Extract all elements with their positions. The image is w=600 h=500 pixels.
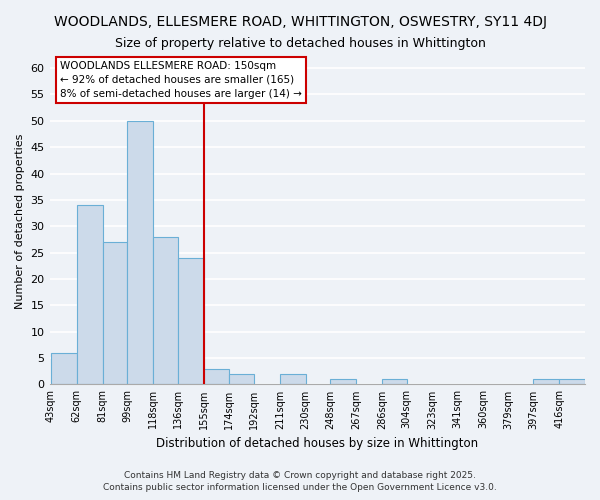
Bar — [153, 237, 178, 384]
Bar — [127, 121, 153, 384]
Bar — [559, 379, 585, 384]
Bar — [382, 379, 407, 384]
Text: Contains HM Land Registry data © Crown copyright and database right 2025.
Contai: Contains HM Land Registry data © Crown c… — [103, 471, 497, 492]
Bar — [229, 374, 254, 384]
Bar — [280, 374, 305, 384]
Bar — [330, 379, 356, 384]
Text: WOODLANDS, ELLESMERE ROAD, WHITTINGTON, OSWESTRY, SY11 4DJ: WOODLANDS, ELLESMERE ROAD, WHITTINGTON, … — [53, 15, 547, 29]
Bar — [51, 353, 77, 384]
Bar — [103, 242, 127, 384]
Y-axis label: Number of detached properties: Number of detached properties — [15, 134, 25, 308]
Bar — [178, 258, 203, 384]
Bar — [77, 205, 103, 384]
Text: WOODLANDS ELLESMERE ROAD: 150sqm
← 92% of detached houses are smaller (165)
8% o: WOODLANDS ELLESMERE ROAD: 150sqm ← 92% o… — [60, 61, 302, 99]
X-axis label: Distribution of detached houses by size in Whittington: Distribution of detached houses by size … — [156, 437, 478, 450]
Bar — [533, 379, 559, 384]
Text: Size of property relative to detached houses in Whittington: Size of property relative to detached ho… — [115, 38, 485, 51]
Bar — [203, 368, 229, 384]
